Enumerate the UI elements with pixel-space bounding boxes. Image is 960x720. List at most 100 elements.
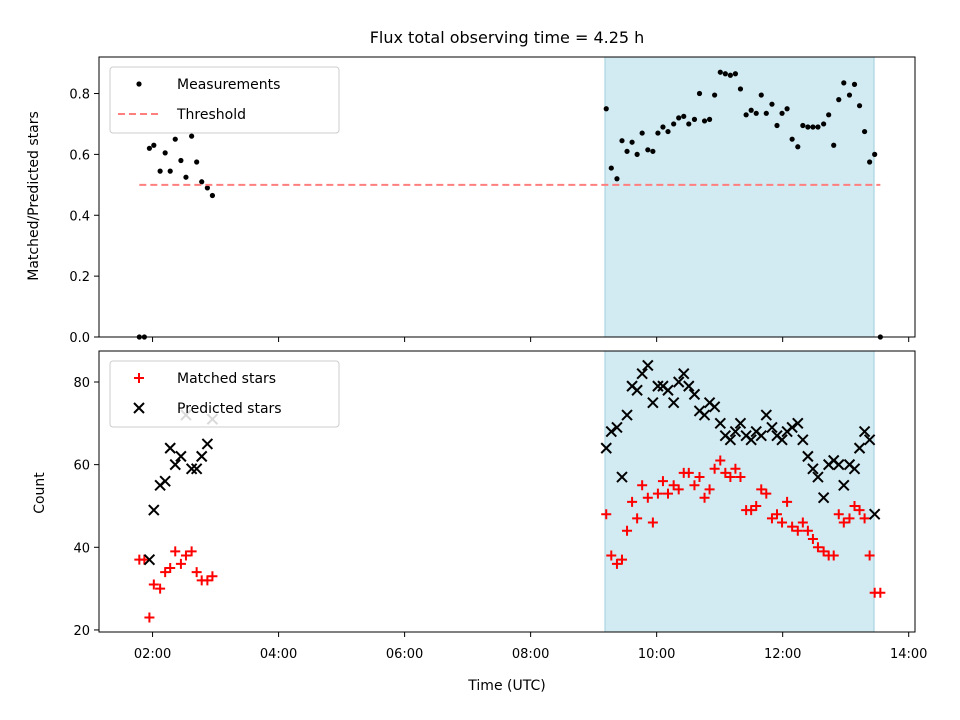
matched-stars-point bbox=[170, 546, 181, 557]
legend-box bbox=[109, 360, 340, 428]
matched-stars-point bbox=[838, 517, 849, 528]
matched-stars-point bbox=[802, 525, 813, 536]
measurement-point bbox=[645, 147, 651, 153]
measurement-point bbox=[846, 92, 853, 98]
matched-stars-point bbox=[606, 550, 617, 561]
xtick-label: 02:00 bbox=[134, 647, 171, 662]
matched-stars-point bbox=[818, 546, 829, 557]
measurement-point bbox=[717, 69, 723, 75]
axes-frame bbox=[98, 350, 916, 633]
ytick-label: 0.8 bbox=[69, 88, 90, 103]
matched-stars-point bbox=[647, 517, 658, 528]
predicted-stars-point bbox=[159, 475, 171, 487]
predicted-stars-point bbox=[611, 421, 623, 434]
predicted-stars-point bbox=[667, 396, 680, 409]
ytick-label: 20 bbox=[73, 624, 90, 639]
ytick-label: 80 bbox=[73, 376, 90, 391]
measurement-point bbox=[826, 112, 832, 118]
measurement-point bbox=[629, 139, 635, 145]
predicted-stars-point bbox=[600, 442, 612, 454]
measurement-point bbox=[706, 116, 713, 122]
predicted-stars-point bbox=[652, 380, 664, 392]
matched-stars-point bbox=[144, 612, 155, 623]
measurement-point bbox=[805, 124, 811, 130]
predicted-stars-point bbox=[631, 384, 643, 396]
matched-stars-point bbox=[689, 480, 700, 491]
measurement-point bbox=[603, 106, 609, 112]
predicted-stars-point bbox=[838, 479, 850, 492]
predicted-stars-point bbox=[196, 450, 208, 463]
predicted-stars-point bbox=[792, 417, 804, 430]
matched-stars-point bbox=[761, 488, 772, 499]
predicted-stars-point bbox=[807, 463, 819, 475]
measurement-point bbox=[732, 71, 739, 77]
matched-stars-point bbox=[715, 455, 726, 466]
measurement-point bbox=[851, 81, 858, 87]
predicted-stars-point bbox=[616, 471, 628, 483]
matched-stars-point bbox=[601, 509, 612, 520]
measurement-point bbox=[619, 138, 625, 144]
legend: Matched stars Predicted stars bbox=[109, 360, 340, 428]
matched-stars-point bbox=[699, 492, 710, 503]
matched-stars-point bbox=[191, 567, 202, 578]
matched-stars-point bbox=[725, 472, 736, 483]
predicted-stars-point bbox=[201, 438, 214, 450]
matched-stars-point bbox=[792, 525, 803, 536]
predicted-stars-point bbox=[817, 491, 830, 504]
measurement-point bbox=[624, 148, 630, 154]
predicted-stars-point bbox=[848, 463, 861, 475]
measurement-point bbox=[608, 165, 614, 171]
measurement-point bbox=[655, 130, 661, 136]
xtick-label: 12:00 bbox=[764, 647, 801, 662]
matched-stars-point bbox=[637, 480, 648, 491]
measurement-point bbox=[763, 110, 769, 116]
matched-stars-point bbox=[694, 472, 705, 483]
measurement-point bbox=[821, 121, 827, 127]
matched-stars-point bbox=[148, 579, 159, 590]
predicted-stars-point bbox=[786, 421, 798, 434]
matched-stars-point bbox=[812, 542, 823, 553]
predicted-stars-point bbox=[698, 409, 711, 421]
matched-stars-point bbox=[720, 467, 731, 478]
predicted-stars-point bbox=[766, 421, 778, 434]
matched-stars-point bbox=[202, 575, 213, 586]
matched-stars-point bbox=[611, 558, 622, 569]
predicted-stars-point bbox=[755, 430, 767, 442]
measurement-point bbox=[660, 124, 666, 130]
measurement-point bbox=[737, 86, 744, 92]
matched-stars-point bbox=[207, 571, 218, 582]
measurement-point bbox=[183, 174, 189, 180]
predicted-stars-point bbox=[734, 417, 747, 430]
measurement-point bbox=[691, 116, 698, 122]
measurement-point bbox=[614, 176, 620, 182]
legend-label: Threshold bbox=[176, 107, 246, 123]
predicted-stars-point bbox=[642, 359, 654, 372]
measurement-point bbox=[789, 136, 795, 142]
matched-stars-point bbox=[854, 505, 865, 516]
predicted-stars-point bbox=[802, 450, 814, 463]
xtick-label: 14:00 bbox=[890, 647, 927, 662]
measurement-point bbox=[194, 159, 200, 165]
predicted-stars-point bbox=[662, 384, 674, 396]
series-measurements bbox=[136, 69, 883, 340]
measurement-point bbox=[151, 142, 157, 148]
xtick-label: 10:00 bbox=[638, 647, 675, 662]
predicted-stars-point bbox=[729, 425, 742, 438]
count-panel: 20 40 60 80 02:00 04:00 06:00 08:00 10:00 12:00 14… bbox=[73, 350, 927, 662]
matched-stars-point bbox=[787, 521, 798, 532]
predicted-stars-point bbox=[833, 458, 845, 471]
measurement-point bbox=[836, 97, 842, 103]
matched-stars-point bbox=[622, 525, 633, 536]
measurement-point bbox=[727, 72, 733, 78]
matched-stars-point bbox=[652, 488, 663, 499]
measurement-point bbox=[872, 151, 878, 157]
observing-window-span bbox=[604, 350, 875, 633]
predicted-stars-point bbox=[863, 434, 876, 446]
series-matched-stars bbox=[134, 455, 886, 623]
legend-marker-dot bbox=[136, 81, 142, 87]
legend-box bbox=[109, 66, 340, 134]
measurement-point bbox=[722, 71, 728, 77]
observing-window-span bbox=[604, 56, 875, 338]
predicted-stars-point bbox=[169, 458, 181, 471]
